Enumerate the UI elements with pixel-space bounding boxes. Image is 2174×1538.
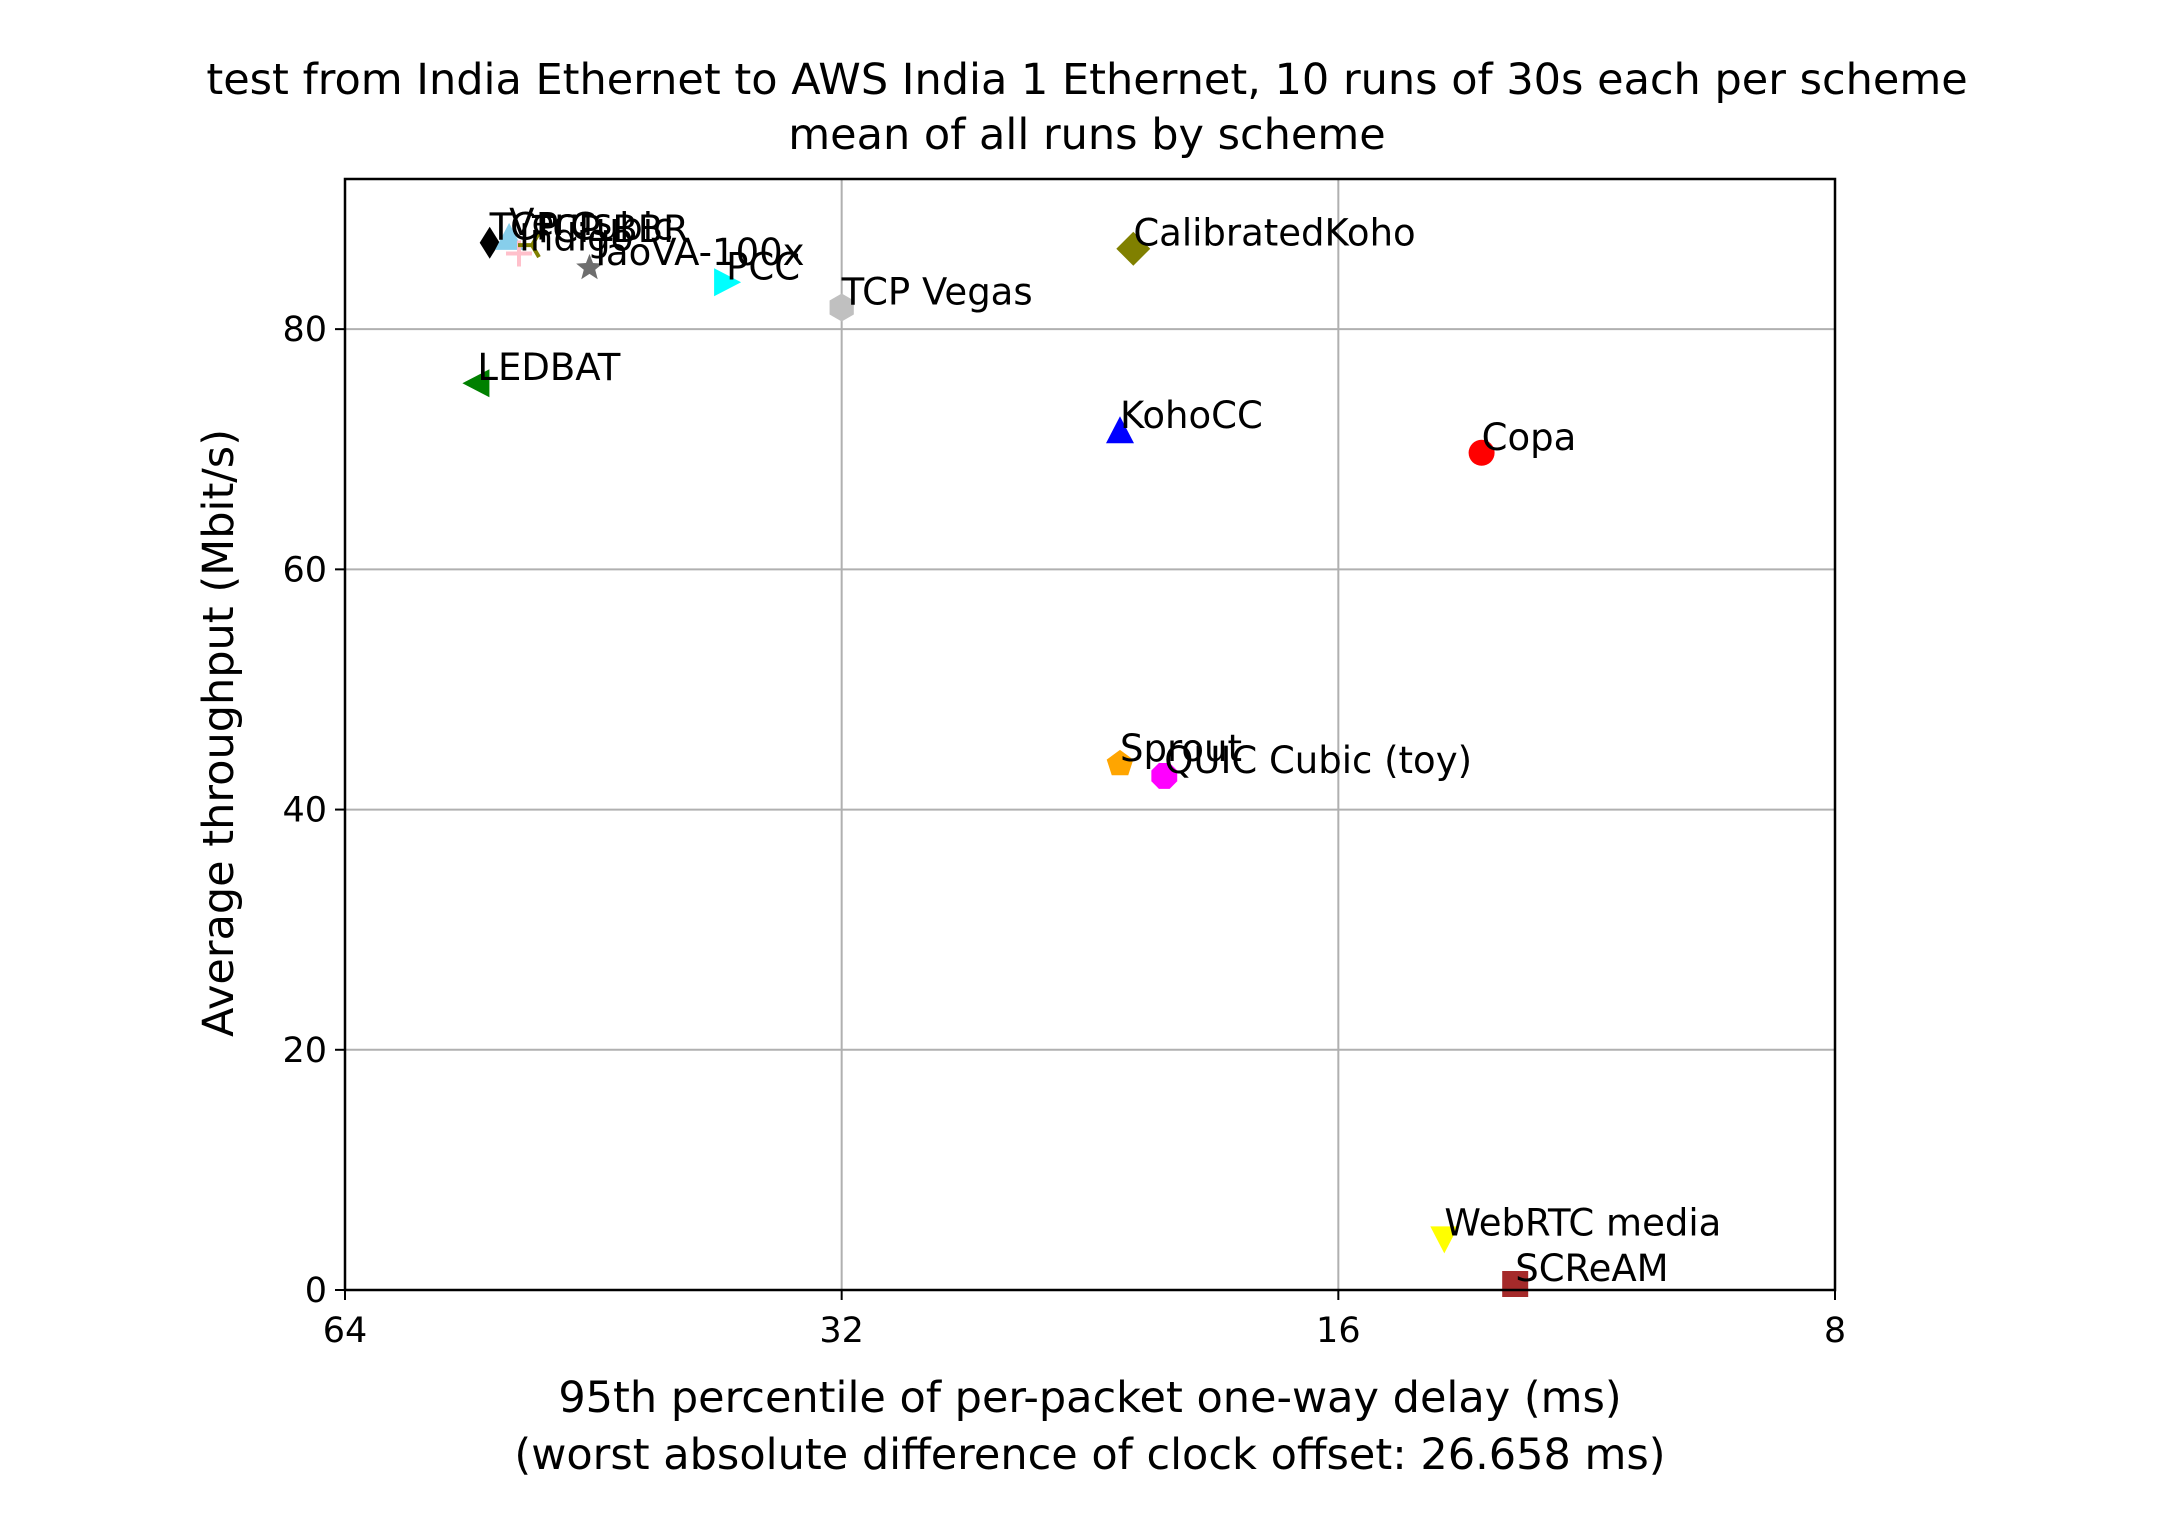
scatter-point <box>479 226 500 259</box>
point-label: Sprout <box>1120 727 1242 770</box>
point-label: LEDBAT <box>477 346 620 389</box>
data-point <box>1116 231 1151 266</box>
x-axis-label: 95th percentile of per-packet one-way de… <box>558 1373 1621 1423</box>
x-tick-label: 8 <box>1824 1311 1846 1351</box>
scatter-point <box>829 293 854 322</box>
data-point <box>576 253 603 280</box>
data-point <box>1151 762 1178 789</box>
x-tick-label: 64 <box>323 1311 368 1351</box>
y-tick-label: 40 <box>282 791 327 831</box>
point-label: CalibratedKoho <box>1133 212 1415 255</box>
x-axis-label-note: (worst absolute difference of clock offs… <box>514 1430 1665 1480</box>
scatter-point <box>495 222 524 250</box>
point-label: Indigo <box>519 216 633 259</box>
data-point <box>495 222 524 250</box>
data-point <box>1106 749 1134 776</box>
scatter-point <box>714 268 742 297</box>
data-point <box>714 268 742 297</box>
data-point <box>1430 1226 1459 1254</box>
point-label: TCP Vegas <box>841 271 1033 314</box>
point-label: WebRTC media <box>1444 1201 1721 1244</box>
y-tick-label: 60 <box>282 550 327 590</box>
point-label: Verus <box>509 201 612 244</box>
scatter-point <box>1502 1271 1529 1297</box>
scatter-point <box>1106 749 1134 776</box>
scatter-point <box>1106 416 1134 444</box>
data-point <box>1106 416 1134 444</box>
point-label: Copa <box>1482 416 1577 459</box>
data-point <box>829 293 854 322</box>
data-point <box>518 232 541 259</box>
scatter-point <box>1468 439 1495 466</box>
point-label: TCP Cubic <box>489 206 674 249</box>
data-point <box>462 369 490 398</box>
y-tick-label: 0 <box>305 1271 327 1311</box>
data-point <box>1502 1271 1529 1297</box>
scatter-point <box>1151 762 1178 789</box>
point-label: TCP BBR <box>531 208 689 251</box>
scatter-point <box>1116 231 1151 266</box>
plot-area-frame <box>343 177 1837 1292</box>
x-tick-label: 32 <box>819 1311 864 1351</box>
data-point <box>1468 439 1495 466</box>
data-points <box>462 222 1529 1297</box>
point-label: SCReAM <box>1515 1247 1668 1290</box>
y-tick-label: 80 <box>282 310 327 350</box>
scatter-point <box>576 253 603 280</box>
chart-subtitle: mean of all runs by scheme <box>788 110 1385 160</box>
point-label: KohoCC <box>1120 394 1263 437</box>
scatter-point <box>1430 1226 1459 1254</box>
y-tick-label: 20 <box>282 1031 327 1071</box>
scatter-point <box>518 232 541 259</box>
point-label: PCC <box>726 245 800 288</box>
x-tick-label: 16 <box>1316 1311 1361 1351</box>
point-label: QUIC Cubic (toy) <box>1164 739 1472 782</box>
scatter-point <box>462 369 490 398</box>
data-point <box>479 226 500 259</box>
chart-title: test from India Ethernet to AWS India 1 … <box>206 55 1967 105</box>
point-label: TaoVA-100x <box>588 231 804 274</box>
y-axis-label: Average throughput (Mbit/s) <box>194 429 244 1037</box>
